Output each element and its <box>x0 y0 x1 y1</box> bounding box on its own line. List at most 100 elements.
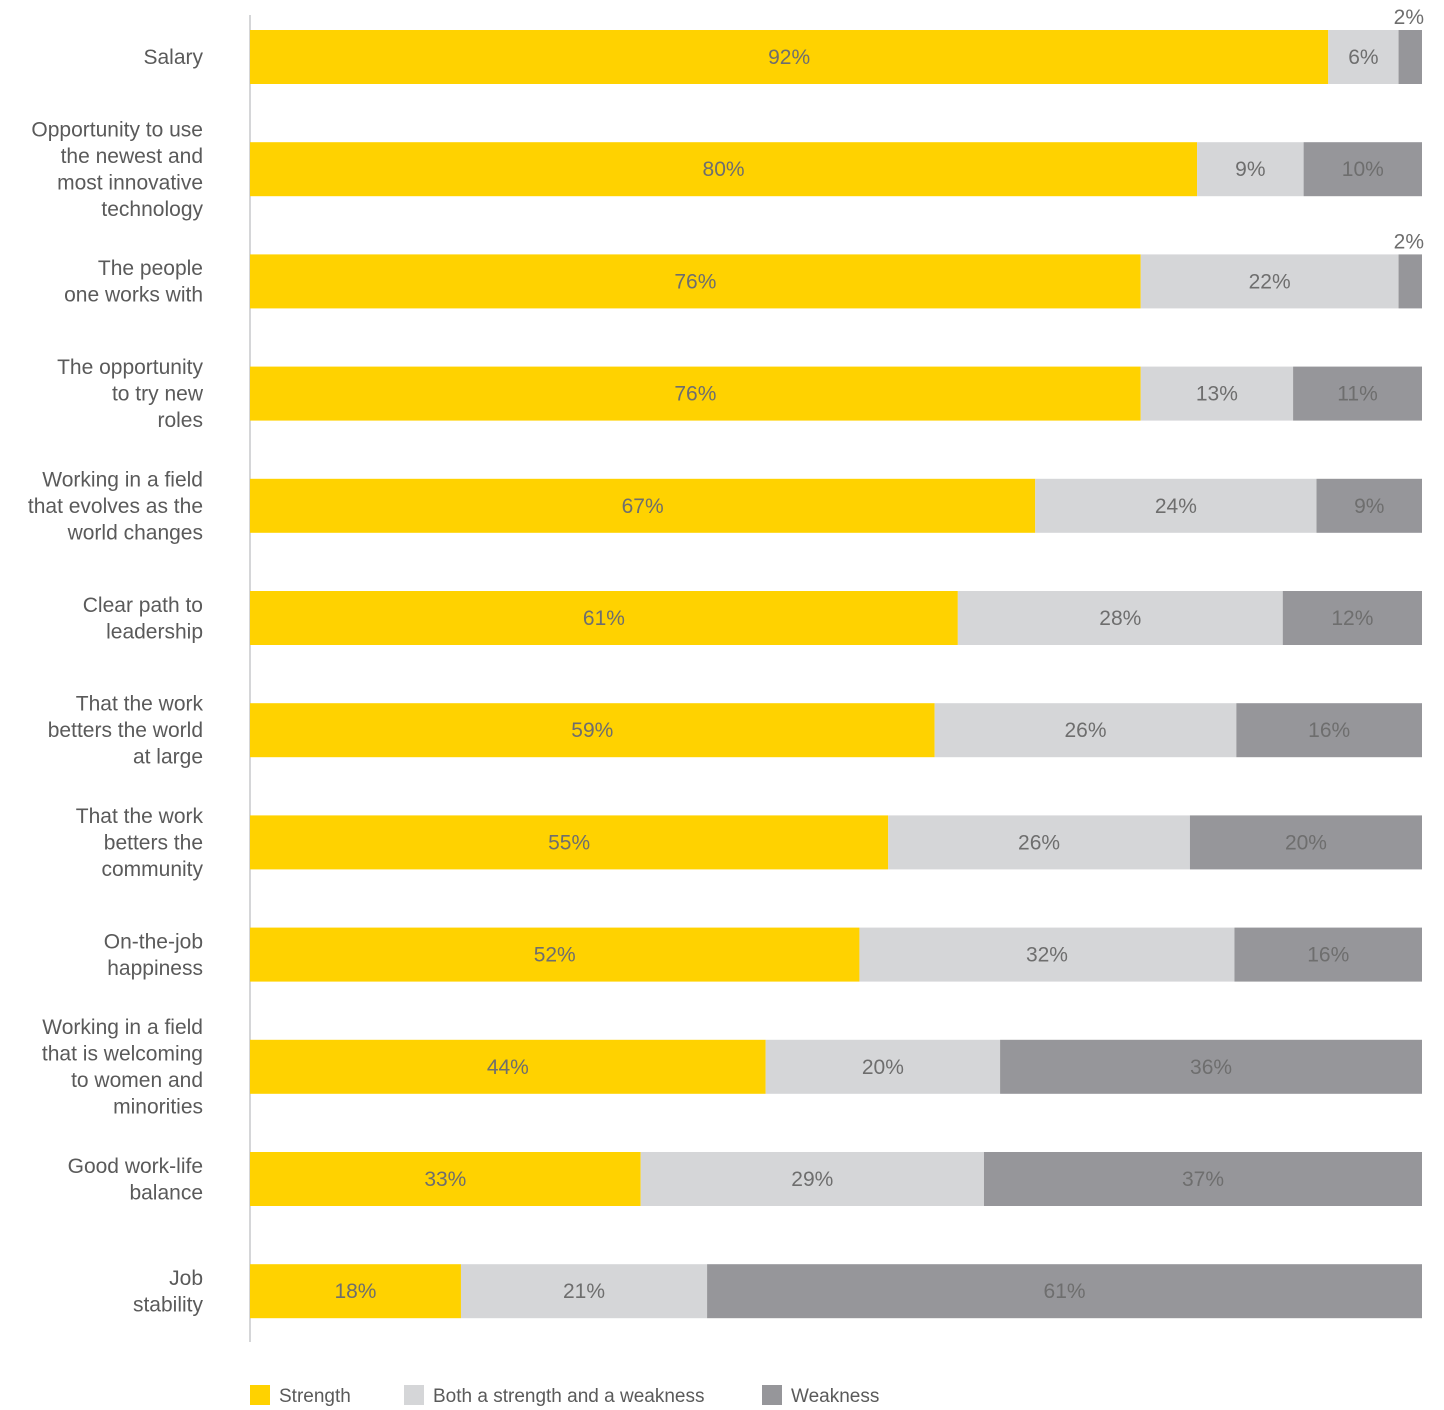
category-label-line: The people <box>98 257 203 280</box>
category-label-line: technology <box>101 198 203 221</box>
category-label: The opportunity to try new roles <box>57 356 204 432</box>
category-label: Working in a field that is welcoming to wo… <box>42 1016 203 1119</box>
data-label: 36% <box>1190 1056 1232 1079</box>
category-label-line: the newest and <box>61 145 203 168</box>
bar-segment <box>1328 30 1399 84</box>
category-label: Opportunity to use the newest and most inn… <box>31 118 203 221</box>
category-label-line: On-the-job <box>104 930 203 953</box>
bar-segment <box>250 815 889 870</box>
bar-segment <box>250 1264 461 1319</box>
bar-segment <box>983 1152 1422 1206</box>
bar-segment <box>1282 591 1422 645</box>
data-label: 59% <box>571 719 613 742</box>
category-label-line: leadership <box>106 620 203 643</box>
data-label: 29% <box>791 1168 833 1191</box>
data-label: 61% <box>583 607 625 630</box>
bar-segment <box>1236 703 1422 758</box>
data-label: 9% <box>1354 495 1384 518</box>
data-label: 10% <box>1342 158 1384 181</box>
data-label: 9% <box>1235 158 1265 181</box>
bar-segment <box>250 142 1198 197</box>
bar-segment <box>957 591 1283 645</box>
category-label-line: That the work <box>76 805 204 828</box>
data-label: 33% <box>424 1168 466 1191</box>
bar-segment <box>1234 927 1422 982</box>
category-label-line: to try new <box>112 383 204 406</box>
bar-segment <box>1140 366 1294 421</box>
bar-segment <box>250 703 935 758</box>
category-label: Job stability <box>133 1267 204 1317</box>
category-label-line: roles <box>157 409 203 432</box>
bar-segment <box>640 1152 984 1206</box>
bar-segment <box>1316 478 1422 533</box>
category-label-line: betters the <box>104 831 203 854</box>
category-label-line: The opportunity <box>57 356 203 379</box>
category-label-line: balance <box>129 1181 203 1204</box>
data-label: 76% <box>674 383 716 406</box>
bar-segment <box>1000 1039 1422 1094</box>
data-label: 26% <box>1018 831 1060 854</box>
legend-swatch <box>404 1385 424 1405</box>
data-label: 20% <box>1285 831 1327 854</box>
category-label: That the work betters the community <box>76 805 204 881</box>
category-label-line: Clear path to <box>83 594 203 617</box>
bar-segment <box>250 366 1141 421</box>
bar-segment <box>859 927 1235 982</box>
data-label: 55% <box>548 831 590 854</box>
category-label-line: Good work-life <box>68 1155 203 1178</box>
category-label-line: that evolves as the <box>28 495 203 518</box>
category-label-line: one works with <box>64 284 203 307</box>
bar-segment <box>1398 30 1422 84</box>
category-label: Working in a field that evolves as the wor… <box>28 468 203 544</box>
data-label: 44% <box>487 1056 529 1079</box>
data-label: 61% <box>1044 1280 1086 1303</box>
category-label: Salary <box>143 46 203 69</box>
bar-segment <box>1293 366 1422 421</box>
category-label: Clear path to leadership <box>83 594 203 644</box>
bar-segment <box>707 1264 1422 1319</box>
category-label: That the work betters the world at large <box>48 693 204 769</box>
bar-segment <box>250 254 1141 309</box>
category-label: Good work-life balance <box>68 1155 203 1205</box>
data-label: 67% <box>622 495 664 518</box>
category-label-line: Working in a field <box>42 468 203 491</box>
data-label: 76% <box>674 270 716 293</box>
legend-label: Both a strength and a weakness <box>433 1386 704 1407</box>
bar-segment <box>1303 142 1422 197</box>
category-label-line: happiness <box>107 957 203 980</box>
bar-segment <box>250 1039 766 1094</box>
legend-label: Weakness <box>791 1386 879 1407</box>
category-label-line: Salary <box>143 46 203 69</box>
data-label: 80% <box>703 158 745 181</box>
category-label: The people one works with <box>64 257 203 307</box>
data-label: 16% <box>1307 944 1349 967</box>
bar-segment <box>250 591 958 645</box>
bar-segment <box>1197 142 1304 197</box>
data-label: 21% <box>563 1280 605 1303</box>
bars-group: 92% 6% 2% 80% 9% 10% 76% 22% 2% 76% 13% 11% 67% 24% 9%… <box>250 6 1424 1319</box>
category-labels-group: Salary Opportunity to use the newest and mo… <box>28 46 204 1316</box>
data-label: 22% <box>1249 270 1291 293</box>
data-label: 11% <box>1337 383 1377 406</box>
data-label: 32% <box>1026 944 1068 967</box>
bar-segment <box>1398 254 1422 309</box>
data-label: 16% <box>1308 719 1350 742</box>
category-label-line: community <box>101 858 203 881</box>
category-label-line: stability <box>133 1293 204 1316</box>
category-label: On-the-job happiness <box>104 930 203 980</box>
data-label: 24% <box>1155 495 1197 518</box>
bar-segment <box>460 1264 708 1319</box>
bar-segment <box>1189 815 1422 870</box>
data-label: 28% <box>1099 607 1141 630</box>
category-label-line: most innovative <box>57 171 203 194</box>
bar-segment <box>250 927 860 982</box>
bar-segment <box>765 1039 1001 1094</box>
bar-segment <box>934 703 1237 758</box>
data-label: 18% <box>334 1280 376 1303</box>
data-label: 13% <box>1196 383 1238 406</box>
bar-segment <box>250 478 1036 533</box>
bar-segment <box>250 1152 641 1206</box>
legend-swatch <box>762 1385 782 1405</box>
data-label: 92% <box>768 46 810 69</box>
